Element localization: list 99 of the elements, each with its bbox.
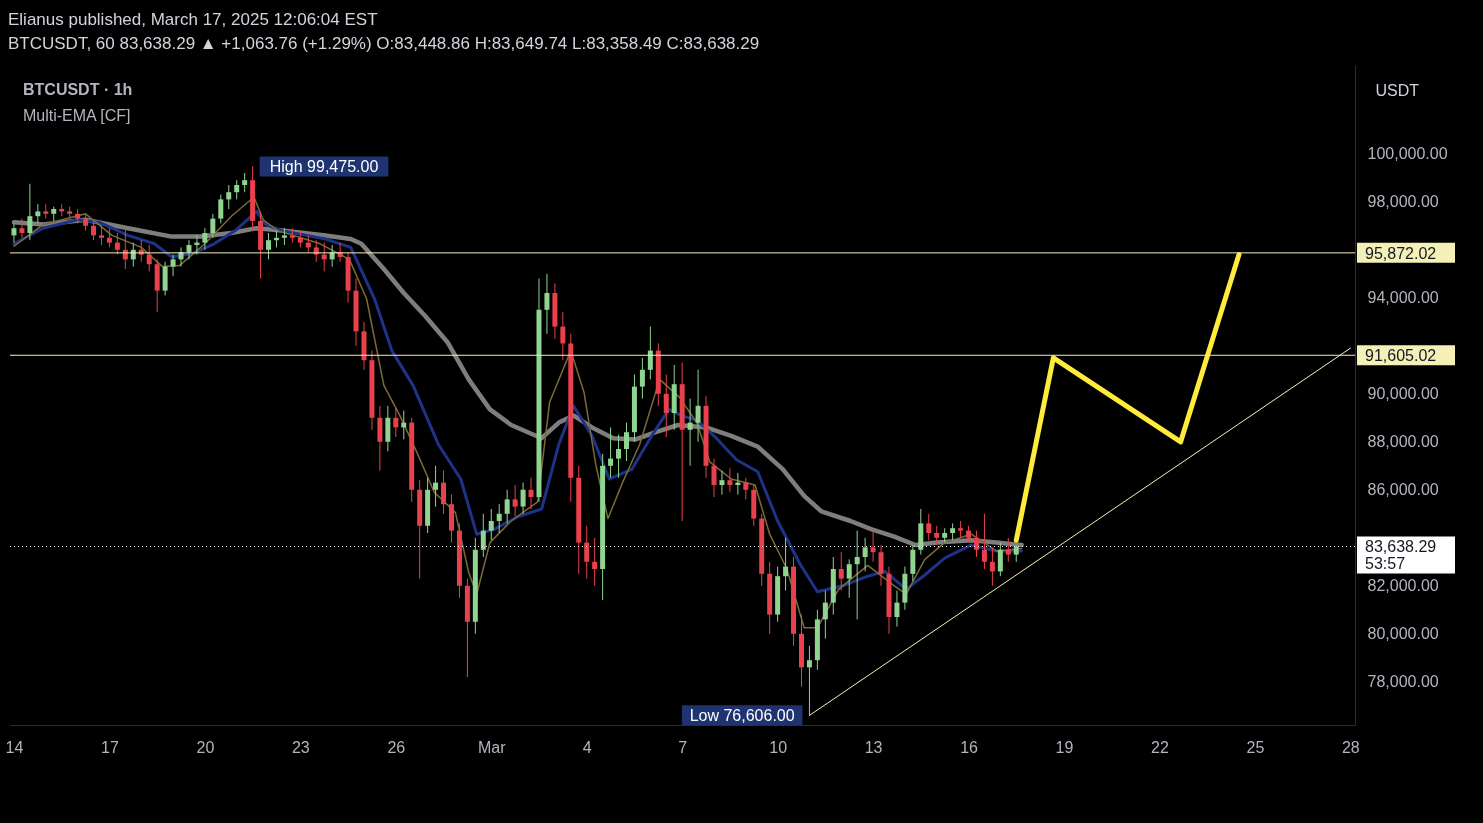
annotation: BTCUSDT · 1h xyxy=(23,81,133,98)
candlestick xyxy=(520,482,526,515)
candlestick xyxy=(162,261,168,296)
candlestick xyxy=(242,172,248,193)
candlestick xyxy=(11,222,17,244)
candlestick xyxy=(647,326,653,380)
chart-subtitle: BTCUSDT, 60 83,638.29 ▲ +1,063.76 (+1.29%) O:83,448.86 H:83,649.74 L:83,358.49 C:83,638.29 xyxy=(8,34,760,53)
candlestick xyxy=(894,590,900,628)
candlestick xyxy=(146,244,152,272)
x-tick-label: 19 xyxy=(1055,738,1074,756)
candlestick xyxy=(35,203,41,224)
x-tick-label: 4 xyxy=(582,738,592,756)
candlestick xyxy=(480,513,486,558)
y-tick-label: 78,000.00 xyxy=(1367,673,1439,691)
y-tick-label: 100,000.00 xyxy=(1367,145,1448,163)
y-tick-label: 94,000.00 xyxy=(1367,289,1439,307)
candlestick xyxy=(98,225,104,246)
x-tick-label: 17 xyxy=(101,738,119,756)
y-tick-label: 90,000.00 xyxy=(1367,385,1439,403)
candlestick xyxy=(910,544,916,582)
candlestick xyxy=(266,232,272,260)
candlestick xyxy=(926,513,932,541)
candlestick xyxy=(560,311,566,361)
y-tick-label: 80,000.00 xyxy=(1367,625,1439,643)
candlestick xyxy=(727,467,733,493)
candlestick xyxy=(806,645,812,716)
candlestick xyxy=(19,218,25,239)
x-tick-label: 23 xyxy=(291,738,310,756)
x-tick-label: 14 xyxy=(5,738,24,756)
y-axis-title: USDT xyxy=(1375,81,1420,99)
candlestick xyxy=(584,525,590,580)
candlestick xyxy=(862,537,868,572)
x-tick-label: 22 xyxy=(1151,738,1169,756)
candlestick xyxy=(838,551,844,592)
candlestick xyxy=(377,405,383,472)
candlestick xyxy=(512,484,518,517)
candlestick xyxy=(488,508,494,541)
candlestick xyxy=(997,542,1003,577)
candlestick xyxy=(106,227,112,248)
candlestick xyxy=(711,458,717,498)
candlestick xyxy=(27,183,33,241)
annotation: High 99,475.00 xyxy=(269,158,379,176)
candlestick xyxy=(608,426,614,479)
candlestick xyxy=(91,220,97,241)
x-tick-label: 20 xyxy=(196,738,215,756)
candlestick xyxy=(973,530,979,558)
chart-title: Elianus published, March 17, 2025 12:06:04 EST xyxy=(8,10,378,29)
x-tick-label: 28 xyxy=(1341,738,1360,756)
candlestick xyxy=(234,179,240,200)
candlestick xyxy=(934,525,940,546)
candlestick xyxy=(504,489,510,524)
x-tick-label: 16 xyxy=(960,738,979,756)
ref-line-label: 83,638.29 53:57 xyxy=(1365,538,1437,573)
candlestick xyxy=(592,537,598,587)
x-tick-label: 7 xyxy=(678,738,688,756)
candlestick xyxy=(218,194,224,224)
candlestick xyxy=(981,513,987,570)
candlestick xyxy=(114,232,120,256)
y-tick-label: 86,000.00 xyxy=(1367,481,1439,499)
candlestick xyxy=(496,503,502,534)
candlestick xyxy=(226,184,232,210)
candlestick xyxy=(822,590,828,640)
candlestick xyxy=(989,546,995,587)
y-tick-label: 82,000.00 xyxy=(1367,577,1439,595)
candlestick xyxy=(719,470,725,496)
candlestick xyxy=(846,558,852,599)
annotation: Low 76,606.00 xyxy=(689,707,795,725)
x-tick-label: 26 xyxy=(387,738,406,756)
candlestick xyxy=(202,227,208,251)
x-tick-label: Mar xyxy=(477,738,507,756)
ref-line-label: 91,605.02 xyxy=(1365,347,1437,365)
candlestick xyxy=(639,357,645,400)
ref-line-label: 95,872.02 xyxy=(1365,244,1437,262)
candlestick xyxy=(878,544,884,587)
candlestick xyxy=(433,465,439,508)
candlestick xyxy=(854,530,860,620)
x-tick-label: 25 xyxy=(1246,738,1265,756)
candlestick xyxy=(743,477,749,500)
candlestick xyxy=(544,273,550,335)
candlestick xyxy=(441,470,447,515)
y-tick-label: 88,000.00 xyxy=(1367,433,1439,451)
x-tick-label: 10 xyxy=(769,738,788,756)
candlestick xyxy=(393,407,399,438)
candlestick xyxy=(170,254,176,277)
x-tick-label: 13 xyxy=(864,738,883,756)
candlestick xyxy=(385,405,391,452)
candlestick xyxy=(663,374,669,438)
candlestick xyxy=(783,537,789,592)
candlestick xyxy=(695,369,701,443)
candlestick xyxy=(1005,537,1011,563)
candlestick xyxy=(623,422,629,462)
candlestick xyxy=(528,477,534,510)
candlestick xyxy=(870,530,876,563)
candlestick xyxy=(210,213,216,239)
candlestick xyxy=(616,434,622,479)
candlestick xyxy=(186,239,192,260)
candlestick xyxy=(687,398,693,467)
y-tick-label: 98,000.00 xyxy=(1367,193,1439,211)
annotation: Multi-EMA [CF] xyxy=(23,107,131,124)
